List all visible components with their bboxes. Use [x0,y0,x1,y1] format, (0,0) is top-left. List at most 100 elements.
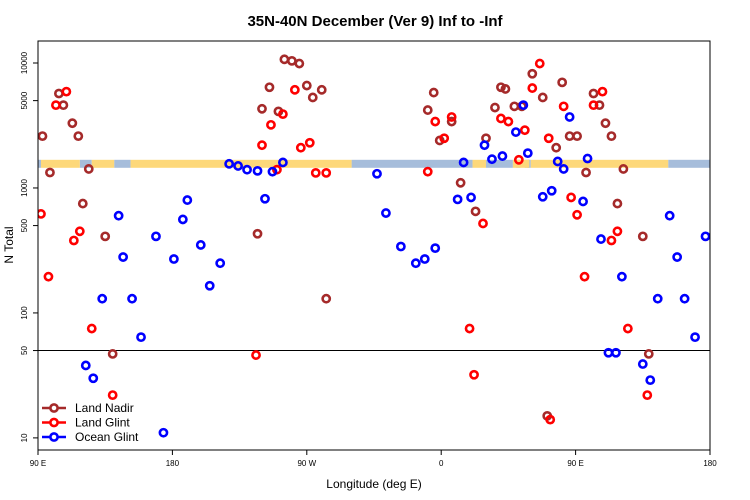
data-point [430,116,441,127]
data-point [266,119,276,130]
data-point [679,293,690,304]
data-point [510,127,521,137]
data-point [545,414,556,425]
x-tick-label: 90 W [297,459,316,468]
data-point [204,280,215,291]
data-point [195,240,206,250]
band-segment-yellow [472,159,486,168]
data-point [490,102,500,113]
data-point [321,293,332,304]
data-point [439,133,450,144]
data-point [458,157,469,168]
legend-marker [49,417,59,428]
data-point [581,167,591,178]
y-tick-label: 500 [20,218,29,232]
data-point [543,133,554,144]
x-tick-label: 180 [166,459,180,468]
data-point [588,88,599,99]
data-point [564,112,575,122]
data-point [552,156,563,167]
data-point [606,235,617,246]
data-point [58,100,69,111]
data-point [294,58,305,69]
data-point [74,226,85,237]
data-point [289,84,300,95]
x-tick-label: 0 [439,459,444,468]
x-tick-label: 90 E [30,459,46,468]
x-tick-label: 180 [703,459,717,468]
data-point [720,255,727,262]
data-point [690,332,700,343]
data-point [469,369,479,380]
plot-frame [37,40,711,451]
legend-label: Land Nadir [75,401,134,415]
data-point [709,430,710,435]
band-segment-blue [38,159,41,168]
data-point [572,209,582,220]
data-point [321,167,332,178]
y-tick-label: 1000 [20,179,29,197]
data-point [118,252,129,262]
data-point [260,193,270,204]
y-tick-label: 10 [20,433,29,442]
data-point [527,68,538,79]
data-point [487,154,497,165]
data-point [38,131,48,142]
y-axis: 10 50 100 500 1000 5000 10000 [20,51,38,442]
data-point [113,210,124,221]
data-point [537,92,548,103]
data-point [286,55,297,66]
data-point [527,83,538,93]
data-point [497,151,508,161]
data-point [496,113,506,124]
legend-marker [49,403,59,413]
data-point [68,235,79,246]
data-point [372,168,382,179]
data-point [519,125,530,136]
data-point [45,167,55,178]
data-point [612,198,623,209]
legend-label: Land Glint [75,416,130,430]
series-ocean-glint [80,100,727,438]
data-point [616,271,627,282]
data-point [582,153,593,164]
legend-item: Land Nadir [42,401,134,415]
data-point [618,164,629,174]
data-point [395,241,406,252]
data-point [316,84,327,95]
legend-marker [49,432,59,442]
data-point [158,427,169,438]
data-point [151,231,161,242]
y-tick-label: 100 [20,306,29,320]
data-point [452,194,463,205]
data-point [257,103,267,114]
data-point [127,293,137,304]
data-point [278,157,288,168]
data-point [88,373,99,384]
data-point [603,347,614,358]
data-point [579,271,590,282]
band-segment-blue [486,159,513,168]
data-point [446,116,457,127]
data-point [54,88,64,99]
data-point [534,58,545,69]
data-point [182,195,193,205]
band-segment-blue [668,159,710,168]
data-point [295,142,306,153]
data-point [664,210,675,221]
data-point [596,234,606,244]
data-point [43,271,54,282]
series-land-glint [38,58,653,425]
band-segment-yellow [40,159,80,168]
data-point [51,100,61,111]
data-point [428,87,439,98]
data-point [264,82,275,93]
data-point [558,164,569,174]
data-point [578,196,588,207]
data-point [464,323,475,334]
x-axis-label: Longitude (deg E) [326,477,421,491]
data-point [267,166,278,177]
data-point [522,148,533,159]
data-point [73,131,84,142]
data-point [38,209,46,219]
